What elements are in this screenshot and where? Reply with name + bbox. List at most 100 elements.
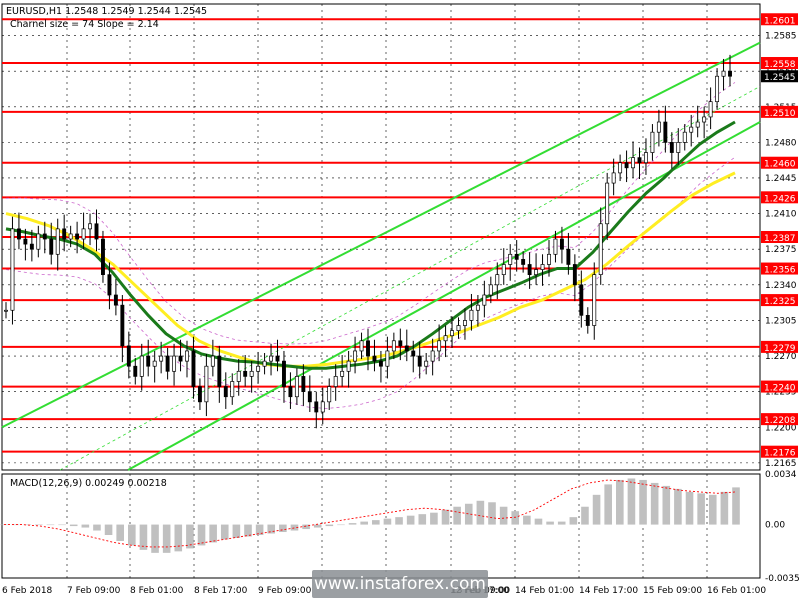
ma-slow-line <box>5 171 736 368</box>
candle-body <box>631 157 635 169</box>
candle-body <box>566 248 571 265</box>
candle-body <box>249 370 254 377</box>
x-tick-label: 14 Feb 01:00 <box>515 586 574 596</box>
macd-y-tick-label: -0.00359 <box>765 574 800 584</box>
candle-body <box>514 253 519 260</box>
macd-histogram-bar <box>11 524 20 526</box>
macd-histogram-bar <box>104 524 113 536</box>
macd-histogram-bar <box>313 524 322 528</box>
candle-body <box>527 264 532 275</box>
macd-histogram-bar <box>267 524 276 534</box>
candle-body <box>178 355 183 362</box>
candle-body <box>81 228 86 240</box>
macd-histogram-bar <box>23 524 32 526</box>
x-tick-label: 8 Feb 01:00 <box>130 586 184 596</box>
candle-body <box>443 335 448 342</box>
candle-body <box>75 233 80 240</box>
macd-histogram-bar <box>81 524 90 528</box>
candle-body <box>307 391 312 403</box>
candle-body <box>107 274 112 296</box>
price-level-label: 1.2460 <box>764 160 796 170</box>
price-level-label-bg <box>761 445 798 458</box>
y-tick-label: 1.2410 <box>765 210 797 220</box>
candle-body <box>682 131 687 143</box>
macd-histogram-bar <box>499 506 508 525</box>
macd-histogram-bar <box>406 515 415 525</box>
candle-body <box>333 376 338 387</box>
price-level-label: 1.2356 <box>764 266 796 276</box>
candle-body <box>728 70 732 77</box>
macd-histogram-bar <box>197 524 206 546</box>
macd-histogram-bar <box>139 524 148 550</box>
macd-y-tick-label: 0.0034 <box>765 470 797 480</box>
y-tick-label: 1.2305 <box>765 316 797 326</box>
candle-body <box>185 350 189 362</box>
candle-body <box>598 223 603 275</box>
y-tick-label: 1.2585 <box>765 32 797 42</box>
macd-histogram-bar <box>116 524 124 541</box>
macd-histogram-bar <box>93 524 101 531</box>
candle-body <box>282 360 286 387</box>
macd-histogram-bar <box>441 509 450 525</box>
macd-histogram-bar <box>162 524 171 553</box>
candle-body <box>113 294 118 306</box>
candle-body <box>411 350 416 357</box>
candle-body <box>230 381 235 398</box>
chart-channel-line: Charnel size = 74 Slope = 2.14 <box>10 19 159 30</box>
price-level-label: 1.2325 <box>764 297 796 307</box>
candle-body <box>314 401 319 413</box>
candle-body <box>204 365 209 403</box>
macd-histogram-bar <box>383 518 392 525</box>
candle-body <box>327 386 332 403</box>
price-level-label-bg <box>761 105 798 118</box>
candle-body <box>676 142 681 153</box>
candle-body <box>585 314 590 326</box>
candle-body <box>689 126 694 133</box>
macd-histogram-bar <box>128 524 136 546</box>
candle-body <box>29 243 34 250</box>
price-level-label-bg <box>761 294 798 307</box>
candle-body <box>340 370 345 377</box>
current-price-label-bg <box>761 70 798 83</box>
price-level-label: 1.2510 <box>764 109 796 119</box>
candle-body <box>417 355 422 367</box>
macd-histogram-bar <box>674 488 682 525</box>
candle-body <box>378 360 383 367</box>
price-level-label: 1.2601 <box>764 16 796 26</box>
candle-body <box>243 370 248 377</box>
candle-body <box>669 142 674 153</box>
macd-histogram-bar <box>35 524 43 526</box>
price-level-label: 1.2208 <box>764 416 796 426</box>
channel-lower-line <box>127 121 761 471</box>
price-level-label-bg <box>761 380 798 393</box>
candle-body <box>133 365 138 377</box>
candle-body <box>256 365 261 372</box>
macd-histogram-bar <box>255 524 264 536</box>
macd-histogram-bar <box>476 500 485 525</box>
macd-histogram-bar <box>453 506 461 525</box>
candle-body <box>663 121 668 143</box>
y-tick-label: 1.2445 <box>765 174 797 184</box>
candle-body <box>191 350 196 387</box>
y-tick-label: 1.2200 <box>765 423 797 433</box>
candle-body <box>197 386 202 403</box>
candle-body <box>152 360 157 367</box>
candle-body <box>715 75 720 103</box>
price-level-label-bg <box>761 57 798 70</box>
price-level-label-bg <box>761 191 798 204</box>
macd-histogram-bar <box>685 491 694 525</box>
macd-histogram-bar <box>46 524 55 526</box>
candle-body <box>159 355 164 362</box>
candle-body <box>385 350 390 367</box>
candle-body <box>644 152 648 164</box>
candle-body <box>534 269 539 275</box>
candle-body <box>702 116 707 123</box>
chart-symbol-line: EURUSD,H1 1.2548 1.2549 1.2544 1.2545 <box>6 6 207 17</box>
macd-histogram-bar <box>464 503 473 525</box>
macd-histogram-bar <box>395 517 403 525</box>
macd-histogram-bar <box>534 518 543 525</box>
macd-histogram-bar <box>546 521 554 525</box>
candle-body <box>605 182 610 225</box>
macd-histogram-bar <box>523 515 531 525</box>
macd-histogram-bar <box>430 512 438 525</box>
